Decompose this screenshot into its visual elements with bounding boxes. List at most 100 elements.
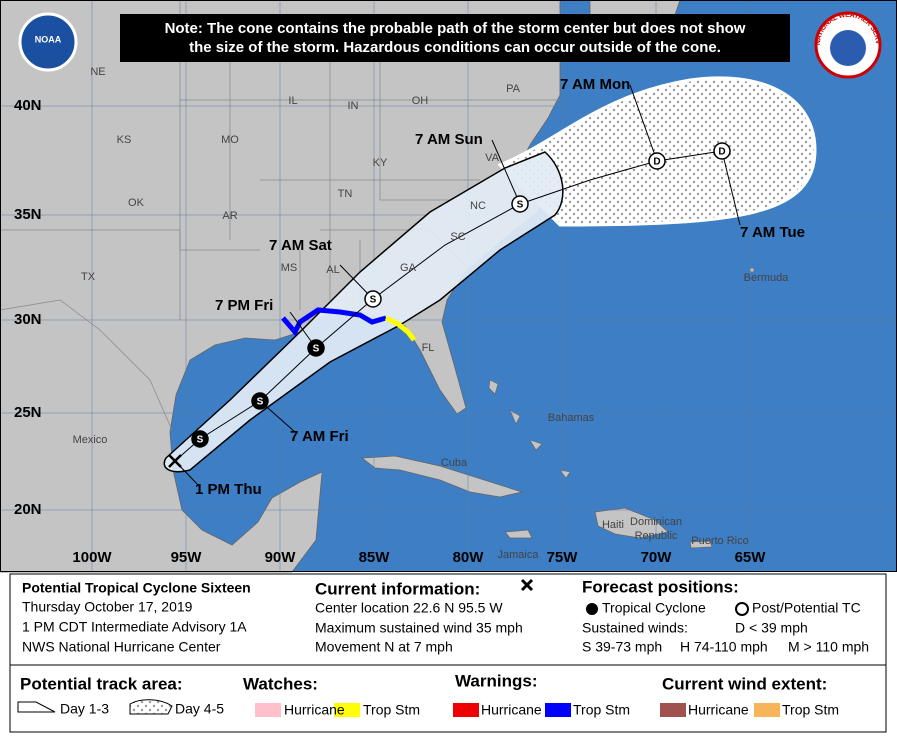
region-label: MS xyxy=(281,262,298,274)
legend-text: Current information: xyxy=(315,579,480,598)
forecast-point xyxy=(713,142,731,160)
region-label: TX xyxy=(81,271,96,283)
region-label: Dominican xyxy=(630,516,682,528)
legend-text: Forecast positions: xyxy=(582,577,739,596)
legend-text: Tropical Cyclone xyxy=(602,600,706,616)
region-label: SC xyxy=(450,231,465,243)
forecast-point xyxy=(364,290,382,308)
lat-label: 40N xyxy=(14,97,42,114)
legend-text: NWS National Hurricane Center xyxy=(22,639,221,655)
lon-label: 70W xyxy=(641,549,673,566)
noaa-logo xyxy=(18,12,78,72)
cone-day-1-3 xyxy=(163,151,564,473)
region-label: MO xyxy=(221,134,239,146)
lat-label: 30N xyxy=(14,311,42,328)
bahamas xyxy=(488,267,755,479)
swatch xyxy=(334,703,360,717)
legend-text: Hurricane xyxy=(481,702,542,718)
note-box xyxy=(120,14,790,62)
region-label: Haiti xyxy=(602,519,624,531)
legend-text: 1 PM CDT Intermediate Advisory 1A xyxy=(22,619,247,635)
forecast-point xyxy=(251,392,269,410)
forecast-letter: D xyxy=(718,147,725,158)
legend-text: Potential Tropical Cyclone Sixteen xyxy=(22,580,251,596)
legend-text: Maximum sustained wind 35 mph xyxy=(315,620,523,636)
ptc-icon xyxy=(735,602,749,616)
puerto-rico xyxy=(689,540,713,549)
region-label: Puerto Rico xyxy=(691,535,748,547)
region-label: Mexico xyxy=(73,434,108,446)
lat-label: 20N xyxy=(14,501,42,518)
lat-label: 35N xyxy=(14,206,42,223)
region-label: PA xyxy=(506,83,521,95)
nws-logo xyxy=(830,30,866,66)
region-label: AR xyxy=(222,210,237,222)
legend-text: Current wind extent: xyxy=(662,674,827,693)
logo-text: NOAA xyxy=(35,34,62,44)
cone-day-4-5 xyxy=(497,76,817,227)
legend-text: Day 4-5 xyxy=(175,701,224,717)
track-label: 7 AM Fri xyxy=(290,428,349,445)
forecast-letter: S xyxy=(517,200,524,211)
region-label: Cuba xyxy=(441,457,468,469)
lon-label: 100W xyxy=(72,549,112,566)
legend-text: Trop Stm xyxy=(782,702,839,718)
region-label: TN xyxy=(338,188,353,200)
swatch xyxy=(545,703,571,717)
region-label: Bahamas xyxy=(548,412,595,424)
lon-label: 80W xyxy=(453,549,485,566)
forecast-point xyxy=(191,430,209,448)
track-label: 7 PM Fri xyxy=(215,297,273,314)
legend-text: Watches: xyxy=(243,674,318,693)
forecast-point xyxy=(511,195,529,213)
legend-text: Trop Stm xyxy=(363,702,420,718)
legend-text: Warnings: xyxy=(455,671,537,690)
legend-text: Center location 22.6 N 95.5 W xyxy=(315,600,503,616)
track-label: 7 AM Tue xyxy=(740,224,805,241)
warning-trop-stm xyxy=(281,307,387,337)
region-label: KS xyxy=(117,134,132,146)
swatch xyxy=(255,703,281,717)
forecast-letter: D xyxy=(653,157,660,168)
legend-text: D < 39 mph xyxy=(735,620,808,636)
cuba xyxy=(360,455,524,498)
forecast-letter: S xyxy=(370,295,377,306)
legend xyxy=(9,573,887,733)
jamaica xyxy=(504,529,533,539)
warning-trop-stm xyxy=(384,315,416,342)
region-label: KY xyxy=(373,157,388,169)
forecast-point xyxy=(307,339,325,357)
legend-text: S 39-73 mph xyxy=(582,639,662,655)
day45-icon xyxy=(129,699,173,715)
region-label: NE xyxy=(90,66,105,78)
region-label: AL xyxy=(326,264,339,276)
lon-label: 75W xyxy=(547,549,579,566)
current-x-icon xyxy=(520,578,534,592)
lat-label: 25N xyxy=(14,404,42,421)
legend-text: Day 1-3 xyxy=(60,701,109,717)
legend-text: Post/Potential TC xyxy=(752,600,861,616)
track xyxy=(174,150,723,462)
track-label: 7 AM Sun xyxy=(415,131,483,148)
region-label: Republic xyxy=(635,530,678,542)
forecast-point xyxy=(648,152,666,170)
forecast-letter: S xyxy=(313,344,320,355)
region-label: Jamaica xyxy=(498,549,540,561)
day13-icon xyxy=(17,701,56,713)
legend-text: Trop Stm xyxy=(573,702,630,718)
legend-text: Movement N at 7 mph xyxy=(315,639,453,655)
region-label: FL xyxy=(422,342,435,354)
legend-text: H 74-110 mph xyxy=(680,639,768,655)
legend-text: Hurricane xyxy=(284,702,345,718)
region-label: GA xyxy=(400,262,417,274)
state-borders xyxy=(0,0,560,431)
tc-icon xyxy=(586,603,598,615)
note: the size of the storm. Hazardous conditi… xyxy=(189,39,721,56)
forecast-letter: S xyxy=(197,435,204,446)
region-label: IL xyxy=(288,95,297,107)
swatch xyxy=(660,703,686,717)
region-label: IN xyxy=(348,100,359,112)
current-position xyxy=(168,454,182,468)
track-label: 7 AM Mon xyxy=(560,76,630,93)
swatch xyxy=(754,703,780,717)
